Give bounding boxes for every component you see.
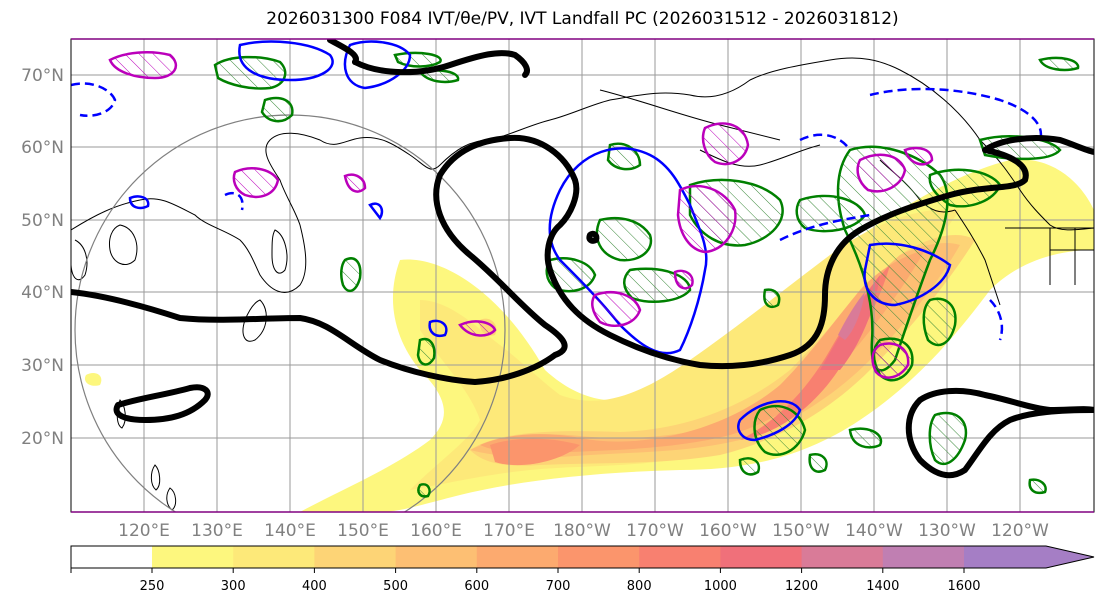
lon-label: 160°E: [410, 521, 462, 541]
colorbar-tick-label: 800: [627, 579, 652, 594]
lon-label: 140°W: [845, 521, 903, 541]
colorbar-tick-label: 300: [221, 579, 246, 594]
colorbar: 250 300 400 500 600 700 800 1000 1200 1400 1600: [70, 545, 1095, 594]
colorbar-segment: [152, 546, 234, 568]
colorbar-tick-label: 250: [140, 579, 165, 594]
lon-label: 170°E: [483, 521, 535, 541]
lat-label: 40°N: [21, 283, 64, 303]
latitude-labels: 70°N 60°N 50°N 40°N 30°N 20°N: [21, 66, 64, 449]
chart-title: 2026031300 F084 IVT/θe/PV, IVT Landfall …: [266, 9, 899, 29]
colorbar-segment: [801, 546, 884, 568]
colorbar-outline: [70, 545, 1095, 569]
colorbar-segment: [476, 546, 559, 568]
colorbar-tick-label: 1000: [704, 579, 737, 594]
colorbar-tick-label: 600: [464, 579, 489, 594]
colorbar-segment: [720, 546, 803, 568]
lat-label: 30°N: [21, 356, 64, 376]
lon-label: 120°W: [991, 521, 1049, 541]
magenta-contours: [108, 51, 934, 379]
colorbar-segment: [882, 546, 965, 568]
lon-label: 130°E: [191, 521, 243, 541]
colorbar-tick-label: 1400: [866, 579, 899, 594]
colorbar-segment: [558, 546, 640, 568]
colorbar-under-segment: [71, 546, 152, 568]
lat-label: 60°N: [21, 138, 64, 158]
longitude-labels: 120°E 130°E 140°E 150°E 160°E 170°E 180°…: [118, 521, 1049, 541]
blue-contours: [128, 40, 952, 442]
lon-label: 130°W: [918, 521, 976, 541]
lon-label: 180°W: [553, 521, 611, 541]
lon-label: 120°E: [118, 521, 170, 541]
colorbar-segment: [233, 546, 315, 568]
colorbar-tick-label: 400: [302, 579, 327, 594]
theta-e-contours: [71, 39, 1094, 479]
lat-label: 20°N: [21, 429, 64, 449]
lat-label: 50°N: [21, 211, 64, 231]
lon-label: 150°W: [772, 521, 830, 541]
lon-label: 160°W: [699, 521, 757, 541]
lon-label: 170°W: [626, 521, 684, 541]
blue-dashed-contours: [71, 82, 1043, 341]
colorbar-tick-label: 1200: [785, 579, 818, 594]
lon-label: 140°E: [264, 521, 316, 541]
colorbar-tick-label: 1600: [947, 579, 980, 594]
colorbar-segment: [639, 546, 721, 568]
lon-label: 150°E: [337, 521, 389, 541]
lat-label: 70°N: [21, 66, 64, 86]
colorbar-tick-label: 700: [546, 579, 571, 594]
colorbar-tick-label: 500: [383, 579, 408, 594]
colorbar-segment: [314, 546, 397, 568]
colorbar-segment: [395, 546, 478, 568]
colorbar-segment: [964, 546, 1094, 568]
